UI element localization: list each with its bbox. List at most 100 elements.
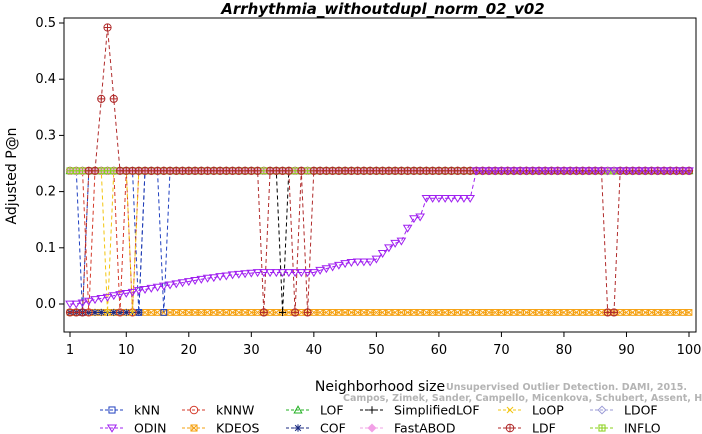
y-tick-label: 0.1 bbox=[35, 241, 56, 256]
point-odin bbox=[71, 300, 82, 309]
point-odin bbox=[665, 167, 676, 176]
point-ldf bbox=[290, 308, 300, 317]
point-odin bbox=[459, 194, 469, 203]
point-loop bbox=[104, 309, 111, 316]
legend-entry-ldf: LDF bbox=[498, 421, 556, 434]
x-tick-label: 1 bbox=[66, 343, 74, 358]
point-odin bbox=[233, 270, 244, 279]
legend-label-loop: LoOP bbox=[532, 403, 564, 418]
legend-entry-kdeos: KDEOS bbox=[182, 421, 260, 434]
point-odin bbox=[402, 224, 413, 233]
y-tick-label: 0.3 bbox=[35, 128, 56, 143]
point-odin bbox=[427, 194, 438, 203]
x-tick-label: 100 bbox=[677, 343, 702, 358]
point-odin bbox=[302, 269, 313, 278]
point-odin bbox=[571, 167, 582, 176]
point-ldf bbox=[78, 308, 87, 317]
point-odin bbox=[265, 269, 275, 278]
point-knn bbox=[160, 309, 168, 316]
legend-label-odin: ODIN bbox=[134, 421, 167, 434]
point-odin bbox=[271, 269, 282, 278]
legend-entry-odin: ODIN bbox=[100, 421, 167, 434]
point-odin bbox=[346, 259, 357, 267]
point-odin bbox=[146, 284, 157, 293]
series-knn bbox=[66, 167, 693, 316]
point-odin bbox=[108, 292, 119, 301]
legend-entry-simplifiedlof: SimplifiedLOF bbox=[360, 403, 480, 418]
point-odin bbox=[621, 167, 632, 176]
point-odin bbox=[258, 269, 269, 278]
plot-area-frame bbox=[63, 17, 697, 333]
point-odin bbox=[283, 269, 294, 278]
point-odin bbox=[384, 244, 394, 253]
x-tick-label: 40 bbox=[306, 343, 323, 358]
point-odin bbox=[308, 269, 319, 278]
legend-entry-lof: LOF bbox=[286, 403, 344, 418]
point-odin bbox=[577, 167, 588, 176]
x-axis-label: Neighborhood size bbox=[315, 379, 445, 395]
point-odin bbox=[659, 167, 669, 176]
watermark-line-2: Campos, Zimek, Sander, Campello, Micenko… bbox=[343, 393, 702, 404]
point-kdeos bbox=[510, 309, 518, 316]
point-knnw bbox=[115, 308, 125, 317]
point-odin bbox=[415, 213, 425, 222]
point-odin bbox=[452, 194, 463, 203]
series-layer bbox=[65, 23, 694, 317]
x-tick-label: 90 bbox=[618, 343, 635, 358]
x-tick-label: 30 bbox=[243, 343, 260, 358]
point-odin bbox=[121, 289, 132, 298]
point-odin bbox=[477, 167, 488, 176]
point-odin bbox=[627, 167, 638, 176]
point-odin bbox=[171, 280, 182, 289]
point-odin bbox=[196, 275, 207, 284]
y-tick-label: 0.5 bbox=[35, 16, 56, 31]
point-odin bbox=[296, 269, 307, 278]
point-kdeos bbox=[416, 309, 424, 316]
point-odin bbox=[471, 167, 482, 176]
point-odin bbox=[165, 281, 175, 290]
point-kdeos bbox=[354, 309, 361, 316]
point-odin bbox=[552, 167, 563, 176]
point-odin bbox=[315, 266, 325, 275]
point-kdeos bbox=[179, 309, 186, 316]
point-odin bbox=[334, 261, 344, 270]
point-odin bbox=[158, 282, 169, 291]
point-odin bbox=[409, 215, 419, 224]
point-kdeos bbox=[485, 309, 493, 316]
point-kdeos bbox=[685, 309, 693, 316]
point-odin bbox=[521, 167, 532, 176]
point-ldf bbox=[297, 166, 306, 175]
point-odin bbox=[534, 167, 544, 176]
point-loop bbox=[129, 309, 136, 316]
point-cof bbox=[91, 308, 99, 317]
point-odin bbox=[540, 167, 551, 176]
point-cof bbox=[97, 308, 105, 317]
point-odin bbox=[327, 263, 338, 272]
point-odin bbox=[90, 296, 100, 305]
point-odin bbox=[202, 274, 213, 283]
point-ldf bbox=[284, 166, 293, 175]
point-odin bbox=[565, 167, 576, 176]
point-kdeos bbox=[154, 309, 161, 316]
point-odin bbox=[559, 167, 569, 176]
point-odin bbox=[590, 167, 601, 176]
y-axis-label: Adjusted P@n bbox=[4, 127, 20, 224]
y-tick-label: 0.0 bbox=[35, 297, 56, 312]
point-odin bbox=[221, 272, 232, 281]
series-ldf bbox=[65, 23, 694, 317]
point-odin bbox=[359, 258, 369, 267]
legend-entry-fastabod: FastABOD bbox=[360, 421, 456, 434]
point-odin bbox=[596, 167, 607, 176]
point-odin bbox=[634, 167, 644, 176]
point-odin bbox=[584, 167, 594, 176]
point-odin bbox=[684, 167, 694, 176]
point-odin bbox=[446, 194, 457, 203]
point-simplifiedlof bbox=[278, 308, 287, 317]
point-ldf bbox=[90, 166, 100, 175]
point-odin bbox=[177, 279, 188, 288]
point-odin bbox=[609, 167, 619, 176]
point-odin bbox=[546, 167, 557, 176]
point-odin bbox=[602, 167, 613, 176]
point-odin bbox=[133, 287, 144, 296]
point-kdeos bbox=[679, 309, 687, 316]
